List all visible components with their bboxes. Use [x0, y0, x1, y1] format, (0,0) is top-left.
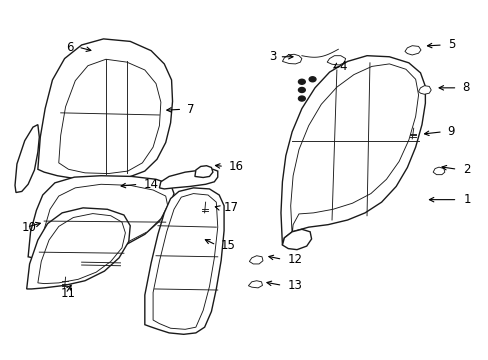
Text: 17: 17 [224, 201, 239, 214]
Polygon shape [282, 54, 301, 64]
Text: 13: 13 [287, 279, 302, 292]
Polygon shape [195, 166, 212, 177]
Circle shape [308, 77, 315, 82]
Polygon shape [290, 64, 418, 235]
Text: 6: 6 [66, 41, 73, 54]
Polygon shape [248, 281, 262, 288]
Circle shape [298, 87, 305, 93]
Text: 16: 16 [228, 160, 244, 173]
Polygon shape [159, 169, 217, 189]
Polygon shape [15, 125, 39, 193]
Polygon shape [249, 256, 263, 264]
Polygon shape [281, 56, 425, 245]
Text: 7: 7 [187, 103, 194, 116]
Polygon shape [59, 59, 161, 174]
Text: 2: 2 [462, 163, 470, 176]
Text: 14: 14 [143, 178, 158, 191]
Text: 12: 12 [287, 253, 302, 266]
Circle shape [298, 79, 305, 84]
Polygon shape [38, 213, 125, 284]
Polygon shape [27, 208, 130, 289]
Text: 10: 10 [22, 221, 37, 234]
Polygon shape [41, 184, 167, 253]
Text: 4: 4 [339, 60, 346, 73]
Text: 8: 8 [461, 81, 469, 94]
Text: 11: 11 [61, 287, 76, 300]
Polygon shape [404, 46, 420, 55]
Polygon shape [282, 229, 311, 249]
Text: 3: 3 [268, 50, 276, 63]
Polygon shape [38, 39, 172, 180]
Text: 9: 9 [447, 125, 454, 138]
Text: 1: 1 [462, 193, 470, 206]
Polygon shape [432, 167, 444, 175]
Polygon shape [144, 188, 224, 334]
Polygon shape [326, 56, 345, 65]
Polygon shape [28, 176, 174, 258]
Circle shape [298, 96, 305, 101]
Polygon shape [418, 86, 430, 94]
Polygon shape [153, 194, 217, 329]
Text: 15: 15 [221, 239, 236, 252]
Text: 5: 5 [447, 39, 454, 51]
